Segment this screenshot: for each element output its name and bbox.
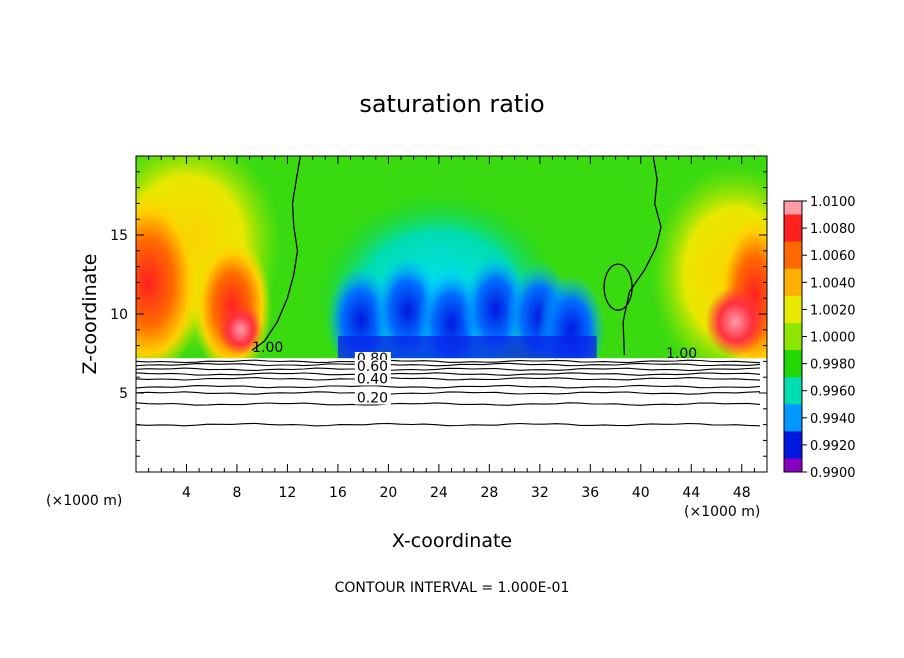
contour-label-bg — [354, 372, 391, 386]
colorbar-label: 0.9980 — [810, 358, 856, 373]
colorbar-swatch — [784, 201, 802, 216]
x-unit-label: (×1000 m) — [684, 504, 760, 520]
colorbar-swatch — [784, 282, 802, 297]
field-pink-right — [705, 286, 766, 357]
colorbar-label: 1.0080 — [810, 222, 856, 237]
contour-label: 0.20 — [357, 390, 388, 406]
contour-line-0.30 — [136, 391, 761, 395]
y-tick-label: 15 — [110, 228, 128, 244]
colorbar-swatch — [784, 390, 802, 405]
y-tick-label: 10 — [110, 307, 128, 323]
colorbar-label: 1.0060 — [810, 249, 856, 264]
contour-line-0.60 — [136, 372, 761, 376]
colorbar-label: 1.0040 — [810, 276, 856, 291]
contour-line-0.90 — [136, 359, 761, 364]
x-tick-label: 36 — [581, 485, 599, 501]
x-tick-label: 40 — [632, 485, 650, 501]
colorbar-swatch — [784, 377, 802, 392]
x-tick-label: 20 — [379, 485, 397, 501]
contour-interval-note: CONTOUR INTERVAL = 1.000E-01 — [335, 580, 570, 596]
x-tick-label: 48 — [733, 485, 751, 501]
contour-label: 0.40 — [357, 372, 388, 388]
field-red-left — [136, 187, 204, 378]
colorbar-swatch — [784, 295, 802, 310]
colorbar-swatch — [784, 458, 802, 473]
x-tick-label: 8 — [232, 485, 241, 501]
colorbar-label: 1.0100 — [810, 195, 856, 210]
chart-title: saturation ratio — [359, 90, 544, 118]
colorbar-label: 0.9920 — [810, 439, 856, 454]
colorbar-swatch — [784, 444, 802, 459]
colorbar-swatch — [784, 404, 802, 419]
plot-area: 1.00 1.000.800.600.400.20 4 8 12 16 20 24 28 32 3… — [110, 155, 768, 501]
contour-label-bg — [354, 391, 391, 405]
colorbar-swatch — [784, 322, 802, 337]
colorbar-label: 0.9940 — [810, 412, 856, 427]
y-axis-ticks: 5 10 15 — [110, 171, 767, 457]
colorbar-swatch — [784, 214, 802, 229]
y-axis-label: Z-coordinate — [79, 254, 101, 375]
contour-line-0.10 — [136, 422, 761, 427]
x-axis-label: X-coordinate — [392, 530, 512, 552]
field-blue-lower — [337, 336, 597, 359]
saturation-field — [136, 156, 767, 472]
x-tick-label: 16 — [329, 485, 347, 501]
contour-line-0.80 — [136, 362, 761, 367]
contour-line-0.20 — [136, 402, 761, 406]
colorbar-label: 1.0020 — [810, 303, 856, 318]
colorbar-swatch — [784, 268, 802, 283]
x-tick-label: 32 — [531, 485, 549, 501]
colorbar-swatch — [784, 309, 802, 324]
colorbar: 1.0100 1.0080 1.0060 1.0040 1.0020 1.0000 0.99… — [783, 195, 856, 481]
colorbar-label: 0.9900 — [810, 466, 856, 481]
x-axis-ticks: 4 8 12 16 20 24 28 32 36 40 44 48 — [148, 156, 755, 501]
y-tick-label: 5 — [119, 386, 128, 402]
contour-line-0.40 — [136, 384, 761, 389]
colorbar-swatch — [784, 241, 802, 256]
z-unit-label: (×1000 m) — [46, 493, 122, 509]
colorbar-swatch — [784, 417, 802, 432]
contour-label-bg — [354, 359, 391, 373]
colorbar-label: 0.9960 — [810, 385, 856, 400]
field-pink-left — [218, 303, 263, 356]
field-layers — [136, 156, 767, 472]
contour-line-0.50 — [136, 377, 761, 381]
x-tick-label: 12 — [279, 485, 297, 501]
contour-lines — [136, 157, 761, 427]
contour-1.00-right — [622, 157, 662, 356]
colorbar-swatch — [784, 350, 802, 365]
contour-labels: 1.00 1.000.800.600.400.20 — [252, 340, 697, 407]
colorbar-swatch — [784, 255, 802, 270]
x-tick-label: 4 — [182, 485, 191, 501]
contour-1.00-closed — [603, 263, 633, 311]
contour-1.00-left — [251, 157, 301, 351]
x-tick-label: 44 — [682, 485, 700, 501]
contour-line-0.70 — [136, 367, 761, 372]
colorbar-swatch — [784, 431, 802, 446]
contour-label: 1.00 — [252, 340, 283, 356]
contour-label: 0.60 — [357, 359, 388, 375]
x-tick-label: 24 — [430, 485, 448, 501]
colorbar-swatch — [784, 336, 802, 351]
colorbar-label: 1.0000 — [810, 331, 856, 346]
field-unshaded — [136, 358, 767, 472]
x-tick-label: 28 — [480, 485, 498, 501]
contour-label: 1.00 — [666, 346, 697, 362]
colorbar-swatch — [784, 228, 802, 243]
colorbar-swatch — [784, 363, 802, 378]
